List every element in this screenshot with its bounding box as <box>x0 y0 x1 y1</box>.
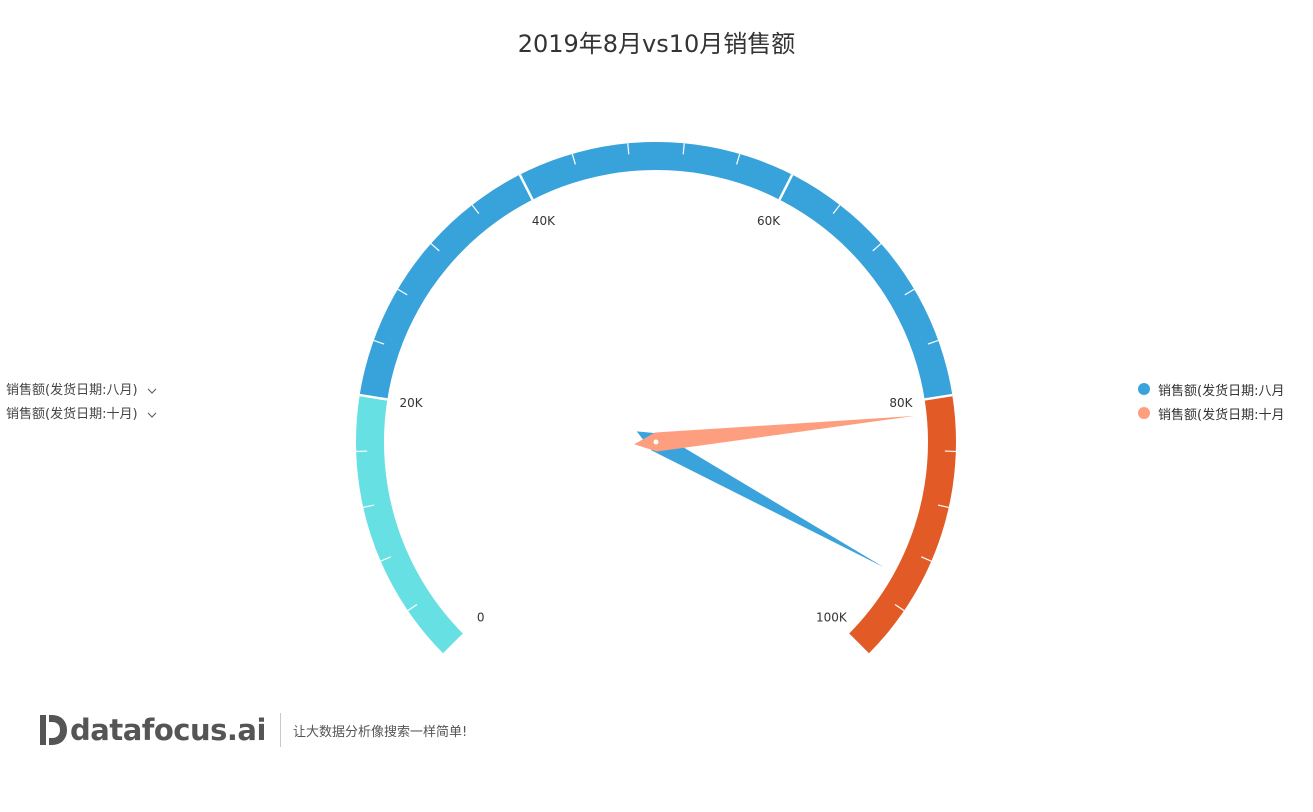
brand-footer: datafocus.ai 让大数据分析像搜索一样简单! <box>38 711 467 749</box>
gauge-band-3 <box>848 395 957 655</box>
filter-list: 销售额(发货日期:八月) 销售额(发货日期:十月) <box>6 379 158 427</box>
gauge-minor-tick <box>920 556 932 562</box>
gauge-axis-label: 20K <box>399 396 423 410</box>
gauge-minor-tick <box>736 153 741 165</box>
gauge-needles <box>634 415 915 568</box>
gauge-axis-label: 40K <box>532 214 556 228</box>
filter-october[interactable]: 销售额(发货日期:十月) <box>6 403 158 427</box>
filter-august[interactable]: 销售额(发货日期:八月) <box>6 379 158 403</box>
gauge-minor-tick <box>407 603 418 612</box>
gauge-axis-labels: 0 20K 40K 60K 80K 100K <box>399 214 913 624</box>
gauge-axis-label: 0 <box>477 610 485 624</box>
gauge-major-tick <box>847 633 870 656</box>
gauge-minor-tick <box>380 556 392 562</box>
filter-october-label: 销售额(发货日期:十月) <box>6 407 138 422</box>
gauge-minor-tick <box>904 288 915 296</box>
gauge-axis-label: 60K <box>757 214 781 228</box>
gauge-minor-tick <box>937 504 949 509</box>
legend-item-august[interactable]: 销售额(发货日期:八月 <box>1138 377 1313 401</box>
gauge-minor-tick <box>832 204 841 215</box>
legend-item-october[interactable]: 销售额(发货日期:十月 <box>1138 401 1313 425</box>
gauge-minor-tick <box>363 504 375 509</box>
gauge-band-2 <box>359 142 953 400</box>
gauge-minor-tick <box>627 143 630 155</box>
legend-dot-icon <box>1138 383 1150 395</box>
gauge-major-tick <box>924 393 953 401</box>
gauge-minor-tick <box>430 243 440 252</box>
chevron-down-icon <box>147 412 156 418</box>
gauge-band-1 <box>356 395 464 655</box>
gauge-minor-tick <box>872 243 882 252</box>
brand-name: datafocus.ai <box>70 713 266 747</box>
gauge-major-tick <box>518 174 534 201</box>
brand-divider <box>279 713 281 747</box>
chevron-down-icon <box>147 388 156 394</box>
gauge-minor-tick <box>927 339 939 345</box>
gauge-minor-tick <box>397 288 408 296</box>
datafocus-logo-icon <box>40 715 67 745</box>
gauge-major-tick <box>442 633 465 656</box>
gauge-major-tick <box>778 174 794 201</box>
gauge-needle-pivot <box>653 439 659 445</box>
legend-label: 销售额(发货日期:十月 <box>1158 407 1285 423</box>
brand-slogan: 让大数据分析像搜索一样简单! <box>292 724 468 740</box>
gauge-ticks <box>356 143 956 656</box>
gauge-minor-tick <box>571 153 576 165</box>
gauge-bands <box>356 142 957 655</box>
gauge-axis-label: 100K <box>816 610 848 624</box>
gauge-minor-tick <box>682 143 685 155</box>
gauge-axis-label: 80K <box>889 396 913 410</box>
gauge-minor-tick <box>471 204 480 215</box>
legend-dot-icon <box>1138 407 1150 419</box>
filter-august-label: 销售额(发货日期:八月) <box>6 383 138 398</box>
gauge-minor-tick <box>373 339 385 345</box>
legend-label: 销售额(发货日期:八月 <box>1158 383 1285 399</box>
gauge-needle-1 <box>636 431 884 568</box>
gauge-major-tick <box>359 393 388 401</box>
chart-title: 2019年8月vs10月销售额 <box>517 30 796 58</box>
gauge-minor-tick <box>894 603 905 612</box>
chart-legend: 销售额(发货日期:八月 销售额(发货日期:十月 <box>1138 377 1313 425</box>
gauge-needle-2 <box>634 415 915 452</box>
